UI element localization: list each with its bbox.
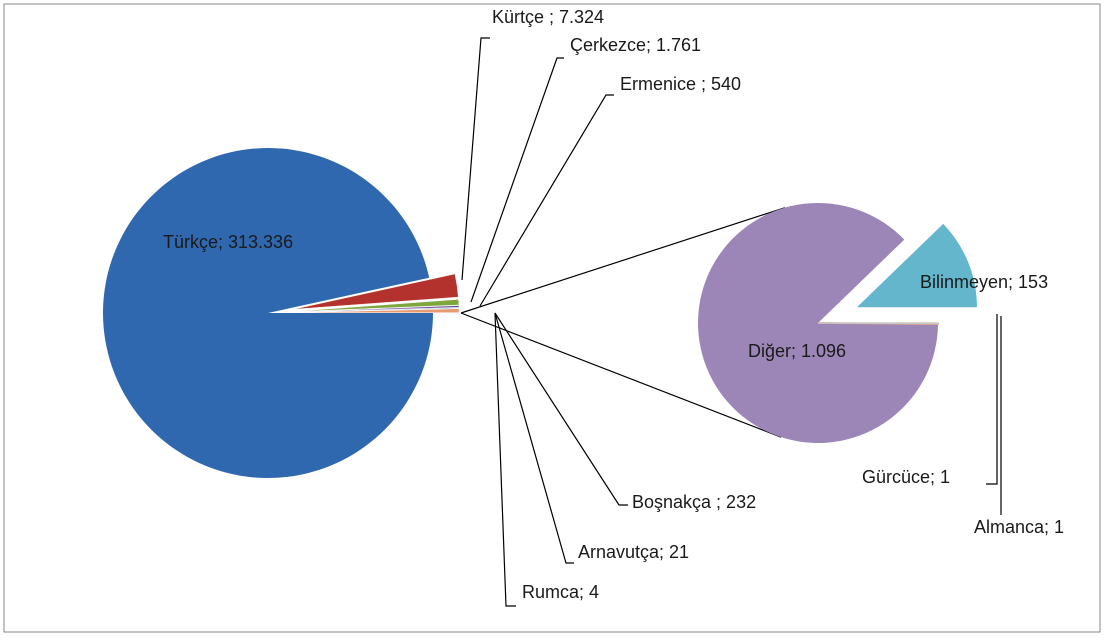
data-label: Bilinmeyen; 153: [920, 272, 1048, 292]
leader-line: [461, 37, 490, 281]
leader-line: [494, 312, 516, 607]
pie-slice: [698, 203, 938, 444]
data-label: Türkçe; 313.336: [163, 232, 293, 252]
data-label: Gürcüce; 1: [862, 467, 950, 487]
data-label: Arnavutça; 21: [578, 542, 689, 562]
data-label: Ermenice ; 540: [620, 74, 741, 94]
pie-slice: [293, 299, 460, 312]
data-label: Çerkezce; 1.761: [570, 35, 701, 55]
pie-slice: [102, 147, 433, 478]
leader-line: [986, 314, 998, 485]
pie-slice: [293, 273, 459, 310]
data-label: Kürtçe ; 7.324: [492, 7, 604, 27]
pie-slice: [293, 305, 460, 313]
leader-line: [479, 94, 614, 307]
data-label: Almanca; 1: [974, 517, 1064, 537]
leader-line: [494, 312, 574, 564]
pie-slice: [817, 322, 939, 325]
leader-line: [494, 312, 628, 506]
pie-slice: [856, 223, 977, 308]
pie-slice: [293, 308, 460, 313]
data-label: Diğer; 1.096: [748, 341, 846, 361]
data-label: Rumca; 4: [522, 582, 599, 602]
connector-line: [460, 207, 786, 314]
data-label: Boşnakça ; 232: [632, 492, 756, 512]
connector-line: [460, 312, 782, 438]
leader-line: [470, 57, 564, 303]
leader-lines: [461, 37, 1002, 607]
